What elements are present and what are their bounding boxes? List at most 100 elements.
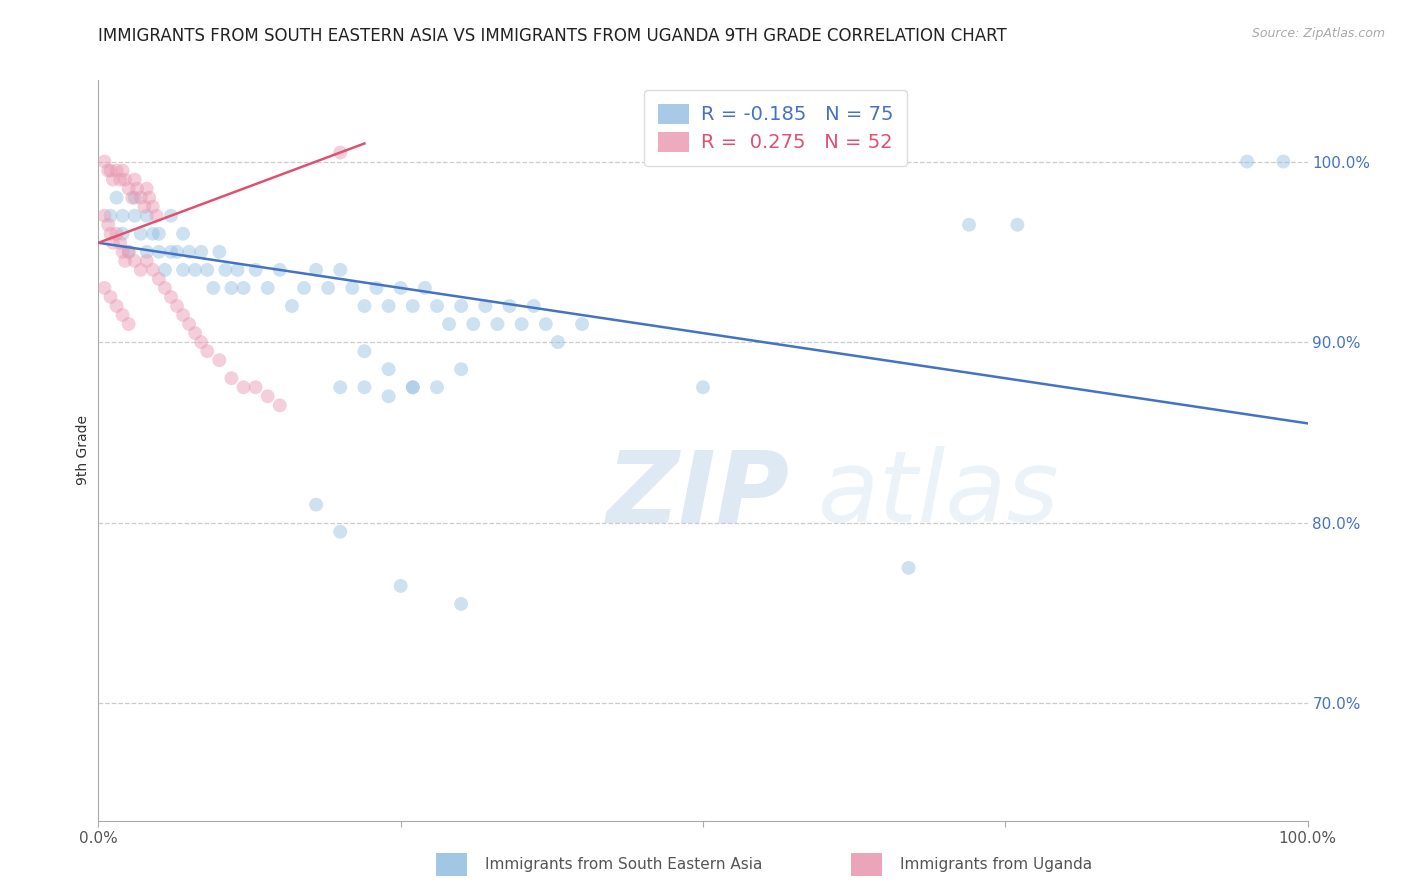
Point <box>571 317 593 331</box>
Point <box>232 281 254 295</box>
Point <box>108 235 131 250</box>
Point <box>402 299 425 313</box>
Point <box>377 389 399 403</box>
Point <box>135 253 157 268</box>
Point <box>426 299 449 313</box>
Point <box>93 209 115 223</box>
Y-axis label: 9th Grade: 9th Grade <box>76 416 90 485</box>
Point <box>498 299 520 313</box>
Point <box>114 253 136 268</box>
Point <box>179 244 201 259</box>
Point <box>101 172 124 186</box>
Point <box>142 200 165 214</box>
Point <box>124 209 146 223</box>
Point <box>166 299 188 313</box>
Point <box>190 244 212 259</box>
Point <box>135 181 157 195</box>
Point <box>353 380 375 394</box>
Text: Source: ZipAtlas.com: Source: ZipAtlas.com <box>1251 27 1385 40</box>
Point <box>172 227 194 241</box>
Point <box>353 344 375 359</box>
Point <box>127 181 149 195</box>
Point <box>437 317 460 331</box>
Point <box>426 380 449 394</box>
Point <box>281 299 304 313</box>
Point <box>221 371 243 385</box>
Point <box>124 172 146 186</box>
Legend: R = -0.185   N = 75, R =  0.275   N = 52: R = -0.185 N = 75, R = 0.275 N = 52 <box>644 90 907 166</box>
Point <box>534 317 557 331</box>
Point <box>121 191 143 205</box>
Point <box>329 145 352 160</box>
Point <box>256 281 278 295</box>
Point <box>389 281 412 295</box>
Point <box>118 181 141 195</box>
Point <box>101 235 124 250</box>
Point <box>148 227 170 241</box>
Point <box>547 335 569 350</box>
Point <box>342 281 364 295</box>
Point <box>142 263 165 277</box>
Point <box>202 281 225 295</box>
Point <box>232 380 254 394</box>
Point <box>148 244 170 259</box>
Point <box>450 299 472 313</box>
Point <box>100 209 122 223</box>
Point <box>105 191 128 205</box>
Point <box>474 299 496 313</box>
Point <box>184 263 207 277</box>
Point <box>111 244 134 259</box>
Point <box>1272 154 1295 169</box>
Text: IMMIGRANTS FROM SOUTH EASTERN ASIA VS IMMIGRANTS FROM UGANDA 9TH GRADE CORRELATI: IMMIGRANTS FROM SOUTH EASTERN ASIA VS IM… <box>98 27 1007 45</box>
Point <box>226 263 249 277</box>
Point <box>957 218 980 232</box>
Point <box>316 281 339 295</box>
Point <box>153 263 176 277</box>
Point <box>292 281 315 295</box>
Text: atlas: atlas <box>818 446 1060 543</box>
Point <box>105 227 128 241</box>
Point <box>450 597 472 611</box>
Point <box>329 263 352 277</box>
Point <box>897 561 920 575</box>
Point <box>100 290 122 304</box>
Point <box>142 227 165 241</box>
Point <box>377 362 399 376</box>
Point <box>93 154 115 169</box>
Point <box>402 380 425 394</box>
Point <box>138 191 160 205</box>
Point <box>402 380 425 394</box>
Point <box>111 227 134 241</box>
Point <box>179 317 201 331</box>
Text: ZIP: ZIP <box>606 446 789 543</box>
Point <box>195 344 218 359</box>
Point <box>100 163 122 178</box>
Point <box>111 209 134 223</box>
Point <box>195 263 218 277</box>
Point <box>129 263 152 277</box>
Point <box>486 317 509 331</box>
Point <box>208 244 231 259</box>
Point <box>105 299 128 313</box>
Point <box>124 191 146 205</box>
Point <box>166 244 188 259</box>
Point <box>353 299 375 313</box>
Text: Immigrants from Uganda: Immigrants from Uganda <box>900 857 1092 871</box>
Point <box>118 244 141 259</box>
Point <box>160 244 183 259</box>
Point <box>111 163 134 178</box>
Point <box>135 244 157 259</box>
Point <box>108 172 131 186</box>
Point <box>93 281 115 295</box>
Point <box>135 209 157 223</box>
Point <box>172 263 194 277</box>
Point <box>523 299 546 313</box>
Point <box>413 281 436 295</box>
Point <box>305 498 328 512</box>
Point <box>329 380 352 394</box>
Point <box>305 263 328 277</box>
Point <box>269 398 291 412</box>
Point <box>269 263 291 277</box>
Point <box>256 389 278 403</box>
Point <box>1236 154 1258 169</box>
